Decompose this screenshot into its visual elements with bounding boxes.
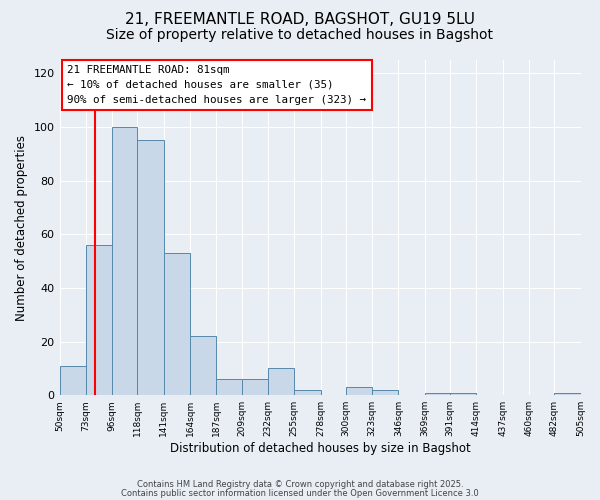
X-axis label: Distribution of detached houses by size in Bagshot: Distribution of detached houses by size … [170, 442, 470, 455]
Bar [450, 392, 476, 395]
Y-axis label: Number of detached properties: Number of detached properties [15, 134, 28, 320]
Bar [190, 336, 217, 395]
Bar [112, 127, 137, 395]
Bar [372, 390, 398, 395]
Bar [86, 245, 112, 395]
Text: Contains public sector information licensed under the Open Government Licence 3.: Contains public sector information licen… [121, 489, 479, 498]
Text: Size of property relative to detached houses in Bagshot: Size of property relative to detached ho… [107, 28, 493, 42]
Bar [294, 390, 320, 395]
Bar [137, 140, 164, 395]
Text: Contains HM Land Registry data © Crown copyright and database right 2025.: Contains HM Land Registry data © Crown c… [137, 480, 463, 489]
Bar [268, 368, 294, 395]
Bar [346, 387, 372, 395]
Bar [554, 392, 581, 395]
Bar [217, 379, 242, 395]
Bar [425, 392, 450, 395]
Bar [164, 253, 190, 395]
Bar [242, 379, 268, 395]
Bar [59, 366, 86, 395]
Text: 21 FREEMANTLE ROAD: 81sqm
← 10% of detached houses are smaller (35)
90% of semi-: 21 FREEMANTLE ROAD: 81sqm ← 10% of detac… [67, 65, 367, 104]
Text: 21, FREEMANTLE ROAD, BAGSHOT, GU19 5LU: 21, FREEMANTLE ROAD, BAGSHOT, GU19 5LU [125, 12, 475, 28]
